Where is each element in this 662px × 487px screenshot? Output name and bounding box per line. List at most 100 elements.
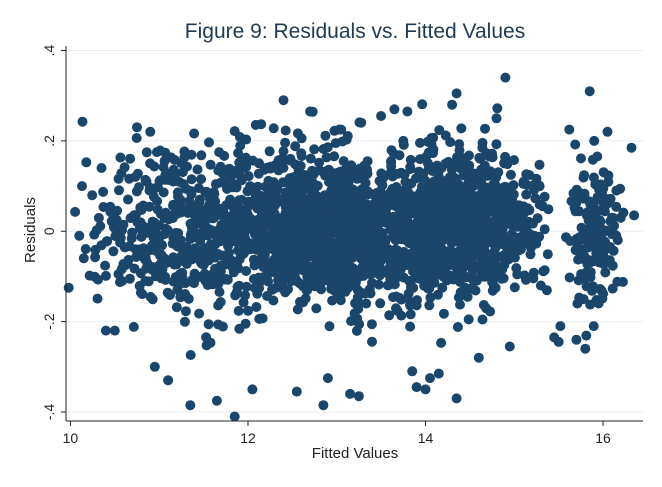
data-point: [264, 146, 275, 157]
data-point: [74, 230, 85, 241]
data-point: [362, 186, 373, 197]
data-point: [585, 267, 596, 278]
data-point: [463, 314, 474, 325]
data-point: [415, 154, 425, 165]
data-point: [420, 266, 431, 277]
data-point: [538, 266, 549, 277]
data-point: [247, 384, 258, 395]
data-point: [342, 131, 353, 141]
data-point: [581, 281, 592, 292]
data-point: [505, 169, 516, 180]
data-point: [186, 189, 197, 200]
data-point: [528, 273, 539, 284]
data-point: [615, 212, 626, 223]
data-point: [301, 284, 312, 295]
data-point: [324, 321, 335, 332]
data-point: [162, 225, 173, 236]
data-point: [215, 297, 226, 307]
data-point: [576, 269, 587, 280]
data-point: [346, 316, 357, 327]
data-point: [415, 137, 425, 148]
data-point: [118, 219, 129, 230]
data-point: [350, 216, 361, 227]
data-point: [480, 123, 490, 134]
data-point: [171, 259, 182, 270]
data-point: [152, 182, 163, 193]
data-point: [93, 212, 104, 223]
data-point: [268, 295, 279, 306]
data-point: [300, 198, 311, 209]
data-point: [278, 95, 289, 106]
data-point: [78, 253, 89, 264]
data-point: [355, 173, 366, 184]
data-point: [466, 237, 477, 247]
data-point: [290, 141, 301, 152]
data-point: [327, 227, 338, 238]
data-point: [598, 259, 609, 270]
data-point: [177, 250, 188, 260]
data-point: [626, 142, 637, 153]
data-point: [595, 244, 606, 255]
data-point: [420, 384, 431, 395]
data-point: [445, 194, 456, 204]
data-point: [367, 225, 378, 236]
y-tick-label-3: .2: [41, 135, 57, 147]
data-point: [375, 256, 386, 267]
data-point: [90, 252, 101, 263]
data-point: [278, 146, 289, 157]
data-point: [385, 224, 396, 235]
data-point: [123, 194, 133, 205]
data-point: [203, 213, 214, 224]
data-point: [236, 175, 247, 186]
data-point: [243, 305, 253, 316]
data-point: [251, 302, 262, 312]
data-point: [485, 306, 496, 317]
data-point: [488, 274, 499, 285]
y-tick-label-2: 0: [41, 227, 57, 235]
data-point: [111, 225, 122, 236]
data-point: [211, 395, 222, 406]
data-point: [284, 232, 295, 243]
data-point: [397, 200, 408, 211]
data-point: [229, 179, 240, 189]
data-point: [98, 202, 109, 212]
data-point: [142, 257, 153, 268]
data-point: [607, 260, 618, 271]
data-point: [222, 183, 232, 194]
data-point: [295, 296, 305, 307]
data-point: [366, 245, 377, 256]
data-point: [263, 276, 274, 287]
data-point: [228, 263, 239, 274]
data-point: [487, 152, 498, 163]
data-point: [227, 211, 238, 222]
data-point: [202, 279, 213, 290]
data-point: [205, 159, 216, 170]
data-point: [433, 368, 444, 379]
data-point: [116, 264, 127, 275]
data-point: [309, 218, 320, 229]
data-point: [205, 239, 216, 250]
data-point: [430, 183, 441, 194]
data-point: [564, 272, 575, 283]
data-point: [296, 247, 307, 258]
data-point: [144, 182, 155, 193]
data-point: [148, 232, 159, 243]
data-point: [181, 258, 192, 269]
data-point: [360, 218, 371, 229]
data-point: [276, 154, 287, 165]
data-point: [345, 388, 356, 399]
data-point: [197, 271, 208, 282]
data-point: [440, 266, 450, 277]
data-point: [305, 153, 316, 164]
data-point: [475, 231, 486, 242]
data-point: [579, 188, 590, 199]
data-point: [336, 124, 347, 135]
data-point: [145, 158, 156, 169]
data-point: [338, 156, 349, 167]
data-point: [240, 318, 251, 329]
data-point: [491, 216, 502, 227]
data-point: [186, 174, 197, 185]
data-point: [308, 169, 319, 180]
data-point: [448, 272, 459, 283]
data-point: [395, 214, 406, 225]
